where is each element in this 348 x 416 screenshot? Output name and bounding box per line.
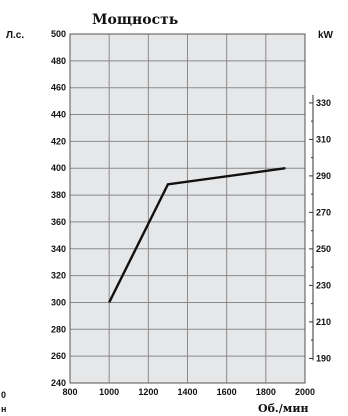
y-tick-label-left: 340 [51,244,66,254]
y-tick-label-left: 260 [51,351,66,361]
y-tick-label-left: 420 [51,136,66,146]
y-tick-label-left: 320 [51,271,66,281]
y-tick-label-left: 460 [51,83,66,93]
x-tick-label: 1400 [177,387,197,397]
x-tick-label: 1200 [138,387,158,397]
x-tick-label: 800 [62,387,77,397]
y-tick-label-left: 380 [51,190,66,200]
chart-title: Мощность [92,12,178,28]
plot-frame [69,33,306,384]
y-tick-label-right: 330 [316,98,331,108]
edge-fragment-bottom: н [1,404,6,414]
y-tick-label-left: 240 [51,378,66,388]
x-tick-label: 2000 [295,387,315,397]
y-tick-label-right: 310 [316,134,331,144]
x-tick-label: 1600 [217,387,237,397]
x-tick-label: 1000 [99,387,119,397]
y-axis-label-left: Л.с. [6,30,24,41]
y-tick-label-left: 360 [51,217,66,227]
y-tick-label-right: 230 [316,280,331,290]
y-tick-label-right: 250 [316,244,331,254]
y-axis-label-right: kW [318,30,334,41]
x-tick-label: 1800 [256,387,276,397]
y-tick-label-left: 280 [51,324,66,334]
edge-fragment-top: 0 [1,390,6,400]
y-tick-label-left: 400 [51,163,66,173]
y-tick-label-left: 300 [51,297,66,307]
y-tick-label-left: 440 [51,110,66,120]
y-tick-label-right: 290 [316,171,331,181]
y-tick-label-left: 500 [51,29,66,39]
y-tick-label-right: 270 [316,207,331,217]
x-axis-label: Об./мин [258,402,309,415]
y-tick-label-right: 210 [316,317,331,327]
y-tick-label-right: 190 [316,353,331,363]
y-tick-label-left: 480 [51,56,66,66]
